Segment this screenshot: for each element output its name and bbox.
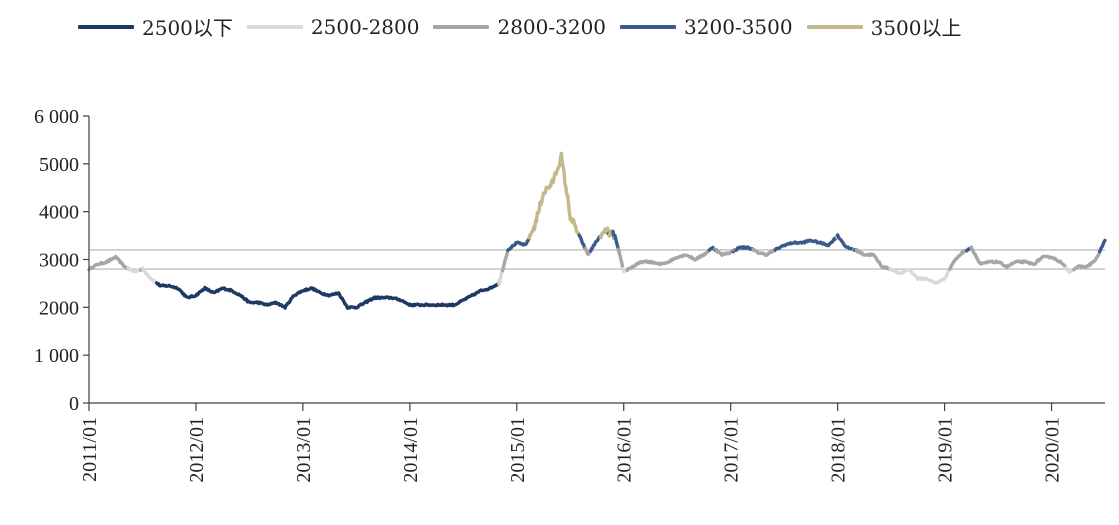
x-tick-label: 2018/01 — [828, 417, 850, 483]
y-tick-label: 5000 — [39, 154, 79, 176]
series-segment-2 — [714, 248, 736, 257]
legend-label: 2500-2800 — [310, 14, 420, 39]
series-segment-2 — [854, 247, 893, 271]
series-segment-1 — [140, 266, 160, 286]
y-tick-label: 6 000 — [34, 106, 79, 128]
series-segment-2 — [948, 248, 970, 271]
x-tick-label: 2020/01 — [1042, 417, 1064, 483]
legend: 2500以下 2500-2800 2800-3200 3200-3500 3500以上 — [78, 12, 976, 41]
legend-swatch — [246, 24, 303, 29]
series-segment-4 — [598, 226, 612, 240]
series-segment-2 — [751, 246, 778, 258]
legend-item: 2800-3200 — [433, 15, 606, 39]
legend-label: 3200-3500 — [684, 14, 793, 39]
y-tick-label: 1 000 — [34, 345, 79, 367]
legend-item: 3500以上 — [806, 12, 962, 41]
x-tick-label: 2015/01 — [507, 417, 529, 483]
legend-swatch — [433, 24, 490, 29]
x-tick-label: 2013/01 — [293, 417, 315, 483]
x-tick-label: 2011/01 — [79, 417, 101, 482]
series-segment-0 — [154, 277, 502, 310]
series-segment-4 — [527, 151, 582, 240]
legend-label: 2500以下 — [142, 16, 233, 40]
y-tick-label: 0 — [69, 393, 79, 415]
y-tick-label: 2000 — [39, 297, 79, 319]
x-tick-label: 2012/01 — [186, 417, 208, 483]
x-tick-label: 2014/01 — [400, 417, 422, 483]
y-tick-label: 3000 — [39, 250, 79, 272]
x-tick-label: 2017/01 — [721, 417, 743, 483]
legend-item: 2500-2800 — [246, 14, 420, 39]
series-segment-3 — [734, 245, 756, 252]
x-tick-label: 2016/01 — [614, 417, 636, 483]
series-segment-1 — [888, 265, 953, 285]
legend-item: 3200-3500 — [620, 15, 793, 39]
series-segment-3 — [835, 233, 857, 252]
x-tick-label: 2019/01 — [935, 417, 957, 483]
series-segment-2 — [500, 247, 511, 273]
series-layer — [87, 151, 1107, 310]
series-segment-3 — [773, 233, 840, 252]
legend-swatch — [620, 24, 677, 29]
series-segment-3 — [506, 233, 532, 252]
axes: 0 1 000 2000 3000 4000 5000 6 000 2011/01 2012/0… — [34, 106, 1105, 483]
series-segment-2 — [969, 245, 1069, 271]
reference-lines — [89, 249, 1105, 270]
series-segment-2 — [1072, 247, 1103, 272]
series-segment-2 — [625, 247, 712, 272]
series-segment-2 — [87, 254, 131, 272]
legend-swatch — [806, 24, 863, 29]
series-segment-3 — [1097, 238, 1107, 254]
legend-swatch — [78, 24, 134, 29]
y-tick-label: 4000 — [39, 202, 79, 224]
legend-label: 3500以上 — [870, 16, 962, 40]
legend-item: 2500以下 — [78, 12, 233, 41]
legend-label: 2800-3200 — [497, 14, 607, 39]
